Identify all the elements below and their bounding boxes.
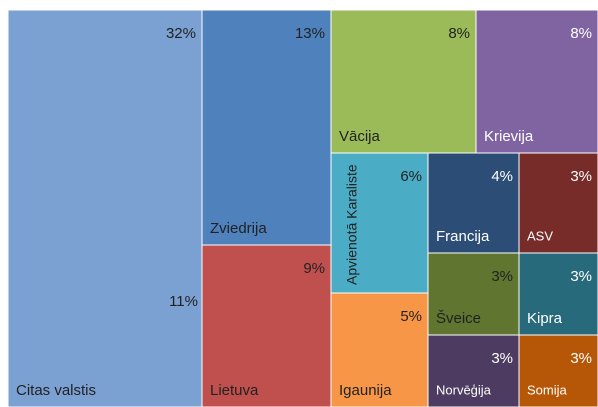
value-label: 32% — [166, 25, 196, 42]
tile-label: Somija — [527, 382, 568, 397]
tile-label: Apvienotā Karaliste — [344, 164, 360, 285]
tile — [427, 152, 520, 254]
tile-label: Kipra — [527, 310, 563, 327]
annotation: 11% — [169, 293, 198, 310]
tile — [475, 9, 598, 154]
value-label: 3% — [570, 268, 592, 285]
tile-label: Norvēģija — [436, 382, 492, 397]
tile-label: ASV — [527, 228, 553, 243]
tile-label: Vācija — [339, 128, 381, 145]
tile-label: Zviedrija — [210, 220, 267, 237]
value-label: 9% — [303, 260, 325, 277]
tile-label: Igaunija — [339, 382, 392, 399]
value-label: 4% — [491, 168, 513, 185]
tile-label: Lietuva — [210, 382, 259, 399]
tile-label: Šveice — [436, 310, 481, 327]
value-label: 13% — [295, 25, 325, 42]
tile — [518, 334, 598, 407]
tile — [518, 252, 598, 336]
tile-label: Francija — [436, 228, 490, 245]
value-label: 8% — [570, 25, 592, 42]
tile-label: Krievija — [484, 128, 534, 145]
value-label: 3% — [491, 268, 513, 285]
tile — [330, 9, 477, 154]
tile — [201, 9, 332, 246]
tile — [7, 9, 203, 407]
tile — [427, 252, 520, 336]
value-label: 3% — [570, 350, 592, 367]
value-label: 8% — [448, 25, 470, 42]
tile-label: Citas valstis — [16, 382, 96, 399]
tile — [201, 244, 332, 407]
value-label: 3% — [570, 168, 592, 185]
value-label: 5% — [400, 308, 422, 325]
tile — [330, 152, 429, 294]
value-label: 3% — [491, 350, 513, 367]
value-label: 6% — [400, 168, 422, 185]
